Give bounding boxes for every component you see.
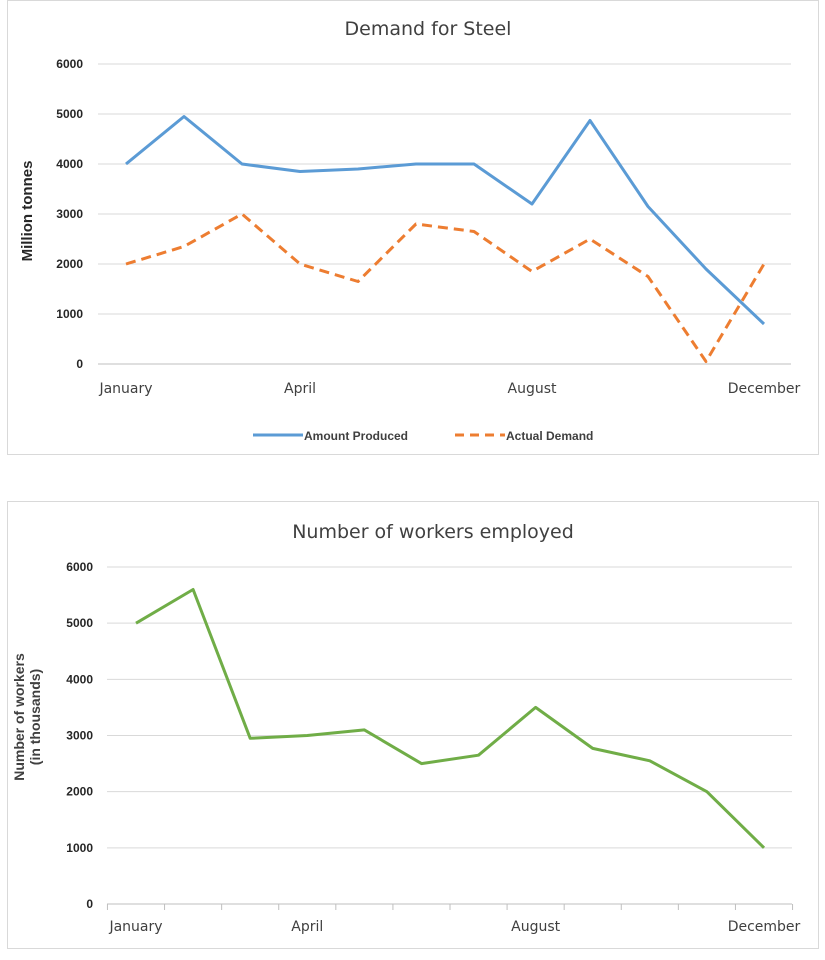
- steel-demand-chart-panel: Demand for Steel Million tonnes 0 1000 200…: [7, 0, 819, 455]
- y-tick-label: 6000: [66, 560, 93, 574]
- legend-label-amount-produced: Amount Produced: [304, 429, 408, 443]
- y-axis-label: Number of workers (in thousands): [11, 653, 43, 781]
- series-lines: [125, 115, 766, 363]
- x-tick-labels: January April August December: [108, 919, 800, 935]
- series-line-workers: [135, 588, 766, 849]
- series-line-actual-demand: [125, 212, 766, 363]
- x-tick-labels: January April August December: [98, 381, 800, 397]
- workers-chart: Number of workers employed Number of wor…: [11, 521, 801, 935]
- series-line-amount-produced: [125, 115, 766, 326]
- series-lines: [135, 588, 766, 849]
- y-tick-label: 3000: [66, 729, 93, 743]
- y-tick-labels: 0 1000 2000 3000 4000 5000 6000: [56, 57, 83, 371]
- x-tick-label: January: [108, 919, 162, 935]
- workers-chart-panel: Number of workers employed Number of wor…: [7, 501, 819, 949]
- y-tick-label: 0: [76, 357, 83, 371]
- y-tick-label: 5000: [66, 616, 93, 630]
- y-tick-label: 2000: [66, 785, 93, 799]
- x-tick-label: August: [511, 919, 561, 935]
- x-tick-label: April: [291, 919, 323, 935]
- gridlines: [98, 63, 791, 365]
- x-tick-label: August: [508, 381, 558, 397]
- y-axis-label-line-1: Number of workers: [11, 653, 27, 781]
- x-tick-label: December: [728, 381, 801, 397]
- y-tick-label: 6000: [56, 57, 83, 71]
- y-tick-label: 1000: [56, 307, 83, 321]
- x-tick-label: December: [728, 919, 801, 935]
- y-tick-label: 5000: [56, 107, 83, 121]
- y-tick-label: 3000: [56, 207, 83, 221]
- legend: Amount Produced Actual Demand: [253, 429, 593, 443]
- y-axis-label: Million tonnes: [19, 161, 36, 262]
- gridlines: [106, 566, 794, 910]
- y-tick-labels: 0 1000 2000 3000 4000 5000 6000: [66, 560, 93, 911]
- y-tick-label: 1000: [66, 841, 93, 855]
- y-axis-label-line-2: (in thousands): [27, 669, 43, 765]
- y-tick-label: 4000: [56, 157, 83, 171]
- x-tick-label: January: [98, 381, 152, 397]
- y-tick-label: 0: [86, 897, 93, 911]
- y-tick-label: 2000: [56, 257, 83, 271]
- legend-label-actual-demand: Actual Demand: [506, 429, 593, 443]
- chart-title: Demand for Steel: [345, 18, 512, 40]
- steel-demand-chart: Demand for Steel Million tonnes 0 1000 200…: [19, 18, 801, 443]
- y-tick-label: 4000: [66, 672, 93, 686]
- chart-title: Number of workers employed: [292, 521, 574, 543]
- x-tick-label: April: [284, 381, 316, 397]
